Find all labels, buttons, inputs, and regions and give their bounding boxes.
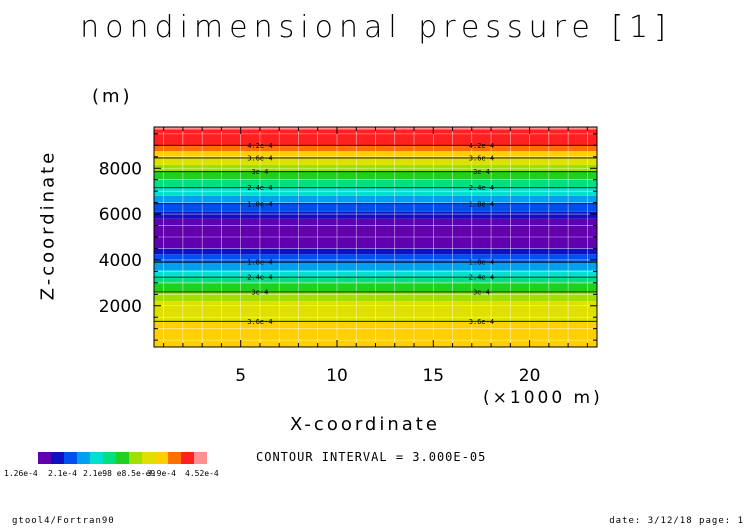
- contour-label: 2.4e-4: [469, 184, 494, 192]
- y-tick-label: 8000: [99, 159, 142, 179]
- colorbar-swatch: [194, 452, 207, 464]
- contour-label: 3e-4: [473, 289, 490, 297]
- colorbar-swatch: [64, 452, 77, 464]
- colorbar-swatch: [116, 452, 129, 464]
- contour-label: 4.2e-4: [469, 142, 494, 150]
- contour-label: 3.6e-4: [247, 318, 272, 326]
- colorbar-swatch: [51, 452, 64, 464]
- colorbar-label: 1.26e-4: [4, 469, 38, 478]
- x-tick-label: 5: [235, 366, 246, 386]
- contour-label: 4.2e-4: [247, 142, 272, 150]
- x-tick-label: 10: [326, 366, 348, 386]
- x-tick-label: 20: [519, 366, 541, 386]
- contour-interval-text: CONTOUR INTERVAL = 3.000E-05: [256, 450, 487, 464]
- contour-label: 3e-4: [252, 289, 269, 297]
- x-axis-label: X-coordinate: [290, 414, 440, 435]
- contour-label: 2.4e-4: [247, 184, 272, 192]
- colorbar-swatch: [155, 452, 168, 464]
- contour-label: 3e-4: [473, 168, 490, 176]
- colorbar-swatch: [168, 452, 181, 464]
- colorbar-swatch: [90, 452, 103, 464]
- x-tick-label: 15: [422, 366, 444, 386]
- colorbar-label-overlap: 2.1e98 e8.5e-e9: [83, 469, 155, 478]
- colorbar-label: 2.1e-4: [48, 469, 77, 478]
- contour-label: 2.4e-4: [469, 274, 494, 282]
- contour-label: 3.6e-4: [469, 154, 494, 162]
- contour-label: 1.8e-4: [469, 200, 494, 208]
- contour-label: 3e-4: [252, 168, 269, 176]
- contour-label: 1.8e-4: [247, 259, 272, 267]
- y-tick-label: 6000: [99, 205, 142, 225]
- footer-program: gtool4/Fortran90: [12, 516, 115, 526]
- colorbar-swatch: [181, 452, 194, 464]
- y-tick-label: 2000: [99, 297, 142, 317]
- colorbar-swatch: [38, 452, 51, 464]
- colorbar-swatch: [77, 452, 90, 464]
- contour-label: 1.8e-4: [469, 259, 494, 267]
- y-axis-unit: (m): [92, 86, 133, 107]
- contour-label: 3.6e-4: [469, 318, 494, 326]
- colorbar-swatch: [103, 452, 116, 464]
- x-axis-unit: (×1000 m): [483, 388, 603, 408]
- chart-title: nondimensional pressure [1]: [80, 10, 672, 45]
- y-tick-label: 4000: [99, 251, 142, 271]
- contour-label: 2.4e-4: [247, 274, 272, 282]
- colorbar-label: 3.9e-4: [147, 469, 176, 478]
- contour-label: 1.8e-4: [247, 200, 272, 208]
- footer-date-page: date: 3/12/18 page: 1: [609, 516, 744, 526]
- colorbar-swatch: [129, 452, 142, 464]
- colorbar-swatch: [142, 452, 155, 464]
- contour-label: 3.6e-4: [247, 154, 272, 162]
- colorbar-label: 4.52e-4: [185, 469, 219, 478]
